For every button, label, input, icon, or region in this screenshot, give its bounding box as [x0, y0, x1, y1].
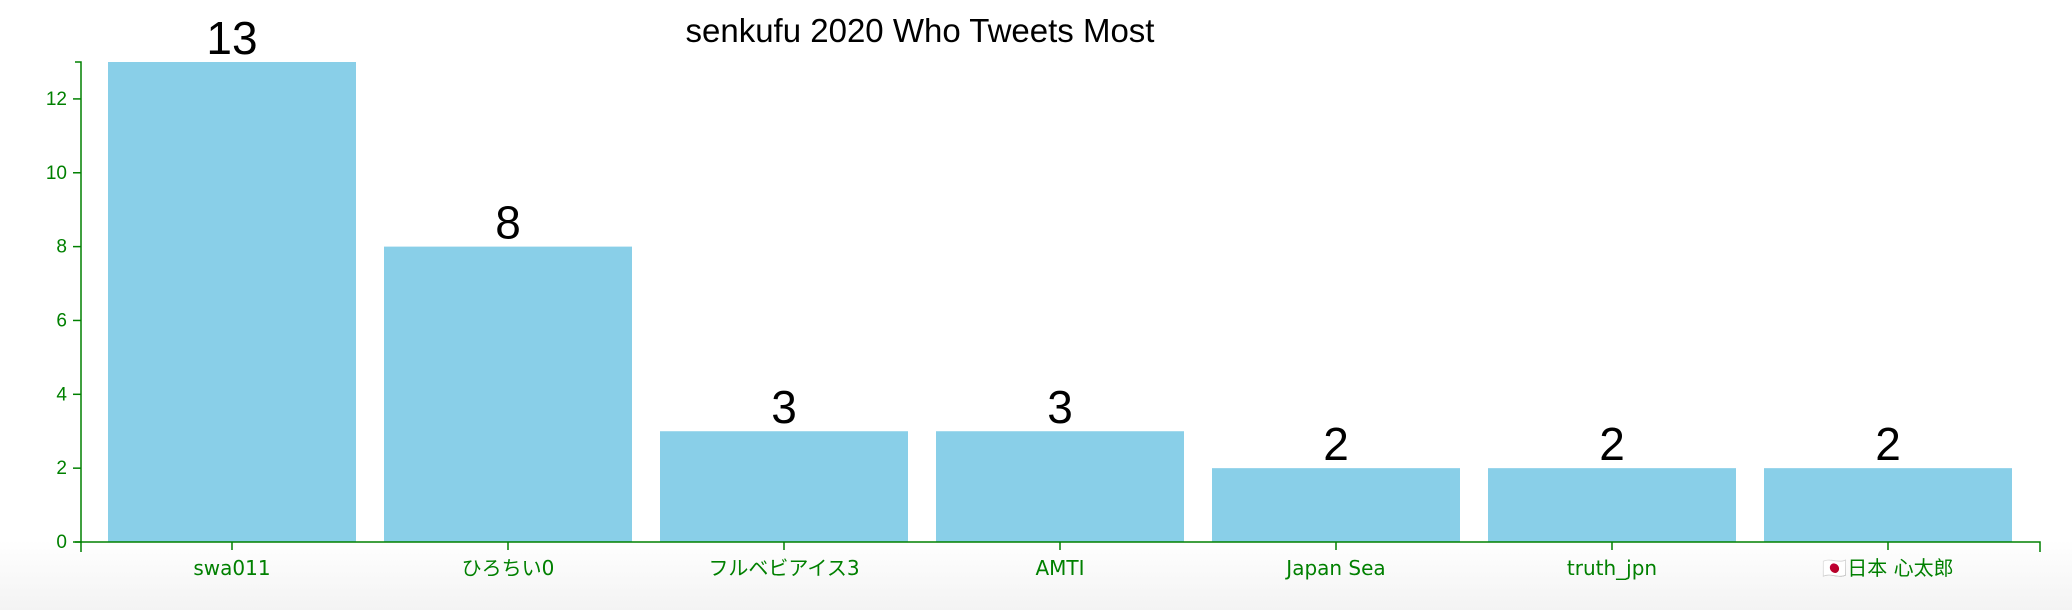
- bar-4: [1212, 468, 1460, 542]
- bar-6: [1764, 468, 2012, 542]
- data-label-2: 3: [771, 381, 797, 433]
- x-tick-label-4: Japan Sea: [1284, 556, 1385, 580]
- y-tick-label-6: 12: [46, 89, 67, 110]
- data-label-0: 13: [206, 12, 257, 64]
- bar-3: [936, 431, 1184, 542]
- bar-2: [660, 431, 908, 542]
- x-tick-label-6: 🇯🇵日本 心太郎: [1822, 556, 1953, 580]
- y-tick-label-1: 2: [56, 458, 67, 479]
- y-tick-label-2: 4: [56, 384, 67, 405]
- y-tick-label-3: 6: [56, 310, 67, 331]
- data-label-1: 8: [495, 197, 521, 249]
- y-axis-line: [75, 61, 82, 543]
- y-tick-label-4: 8: [56, 237, 67, 258]
- y-tick-label-0: 0: [56, 532, 67, 553]
- x-tick-label-3: AMTI: [1035, 556, 1084, 580]
- bar-1: [384, 246, 632, 542]
- y-axis: 0 2 4 6 8 10 12: [46, 61, 82, 553]
- data-label-6: 2: [1875, 418, 1901, 470]
- bars-group: [108, 62, 2012, 542]
- bar-0: [108, 62, 356, 542]
- x-axis: swa011 ひろちい0 フルベビアイス3 AMTI Japan Sea truth_jp…: [80, 541, 2041, 580]
- x-tick-label-0: swa011: [193, 556, 270, 580]
- data-label-4: 2: [1323, 418, 1349, 470]
- x-tick-label-2: フルベビアイス3: [708, 556, 859, 580]
- data-labels-group: 13 8 3 3 2 2 2: [206, 12, 1900, 470]
- bar-5: [1488, 468, 1736, 542]
- x-tick-label-1: ひろちい0: [462, 556, 555, 580]
- y-tick-label-5: 10: [46, 163, 67, 184]
- chart-title: senkufu 2020 Who Tweets Most: [686, 12, 1155, 49]
- data-label-3: 3: [1047, 381, 1073, 433]
- data-label-5: 2: [1599, 418, 1625, 470]
- x-tick-label-5: truth_jpn: [1567, 556, 1657, 580]
